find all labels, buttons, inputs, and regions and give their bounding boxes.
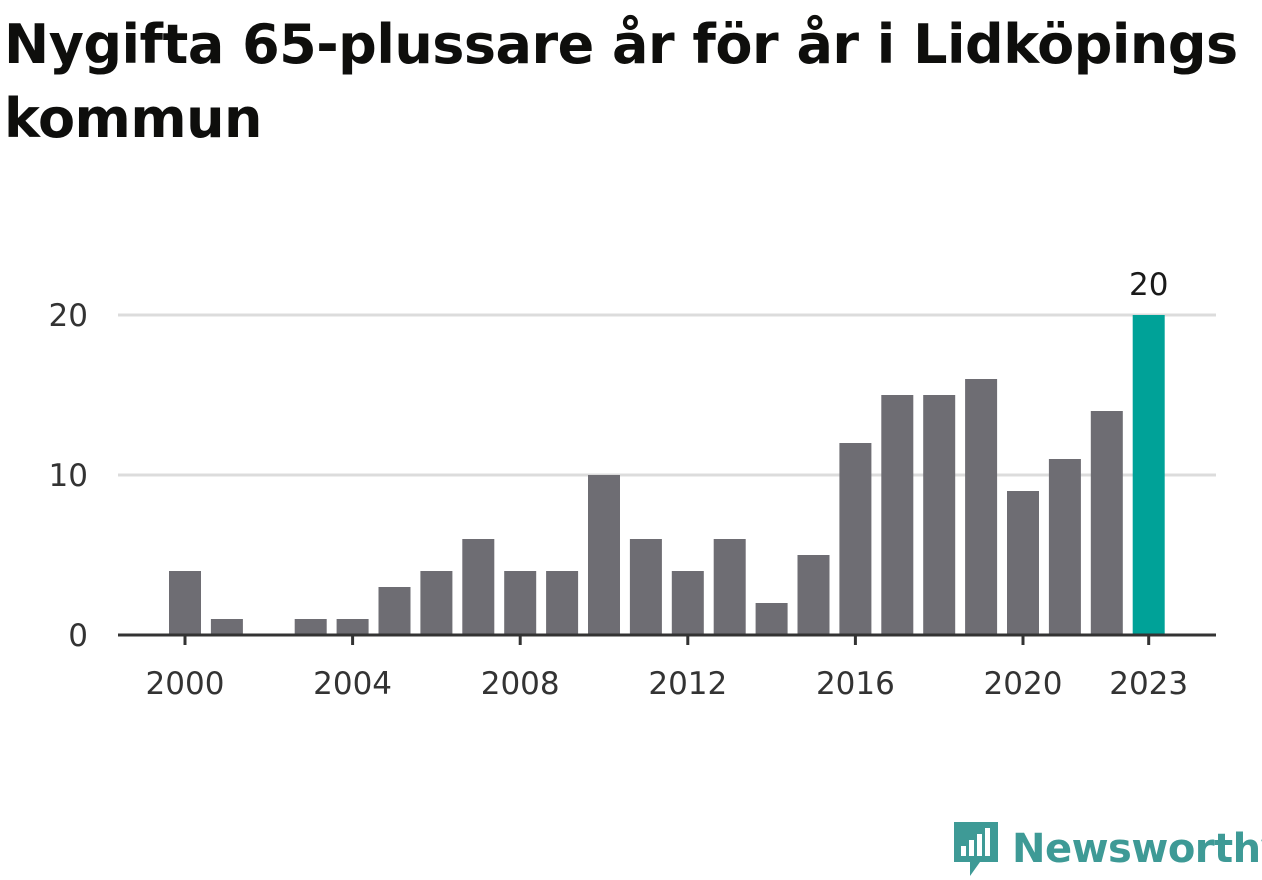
bar	[588, 475, 620, 635]
brand-name: Newsworthy	[1012, 826, 1262, 872]
x-tick-label: 2012	[648, 666, 727, 702]
bar	[923, 395, 956, 635]
bar	[755, 603, 788, 635]
x-tick-label: 2016	[816, 666, 895, 702]
x-tick-label: 2004	[313, 666, 392, 702]
bar	[1048, 459, 1081, 635]
chart-title: Nygifta 65-plussare år för år i Lidköpin…	[4, 13, 1238, 150]
bar	[965, 379, 998, 635]
bar	[169, 571, 201, 635]
bar	[671, 571, 704, 635]
grid-lines	[118, 313, 1216, 477]
bar	[462, 539, 495, 635]
bar	[378, 587, 411, 635]
axes	[118, 633, 1216, 645]
bar	[1090, 411, 1123, 635]
bar-chart: 0 10 20 2000 2004 2008 2012 2016 2020 2023 20	[49, 267, 1216, 702]
bar	[797, 555, 830, 635]
bar	[210, 619, 243, 635]
bar	[629, 539, 662, 635]
newsworthy-logo: Newsworthy	[950, 818, 1262, 880]
y-tick-label: 10	[49, 458, 88, 494]
bar	[294, 619, 327, 635]
bar	[420, 571, 453, 635]
bar-highlight	[1132, 315, 1165, 635]
bar	[504, 571, 537, 635]
bar	[839, 443, 872, 635]
y-tick-label: 0	[68, 618, 88, 654]
x-tick-label: 2023	[1109, 666, 1188, 702]
x-tick-label: 2020	[984, 666, 1063, 702]
bar	[546, 571, 579, 635]
y-tick-label: 20	[49, 298, 88, 334]
bar	[1007, 491, 1039, 635]
labels: 0 10 20 2000 2004 2008 2012 2016 2020 2023 20	[49, 267, 1189, 702]
x-tick-label: 2008	[481, 666, 560, 702]
bars	[169, 315, 1165, 635]
bar	[713, 539, 746, 635]
bar	[336, 619, 369, 635]
bar	[881, 395, 914, 635]
newsworthy-logo-icon	[954, 822, 998, 876]
x-tick-label: 2000	[146, 666, 225, 702]
data-label: 20	[1129, 267, 1168, 303]
